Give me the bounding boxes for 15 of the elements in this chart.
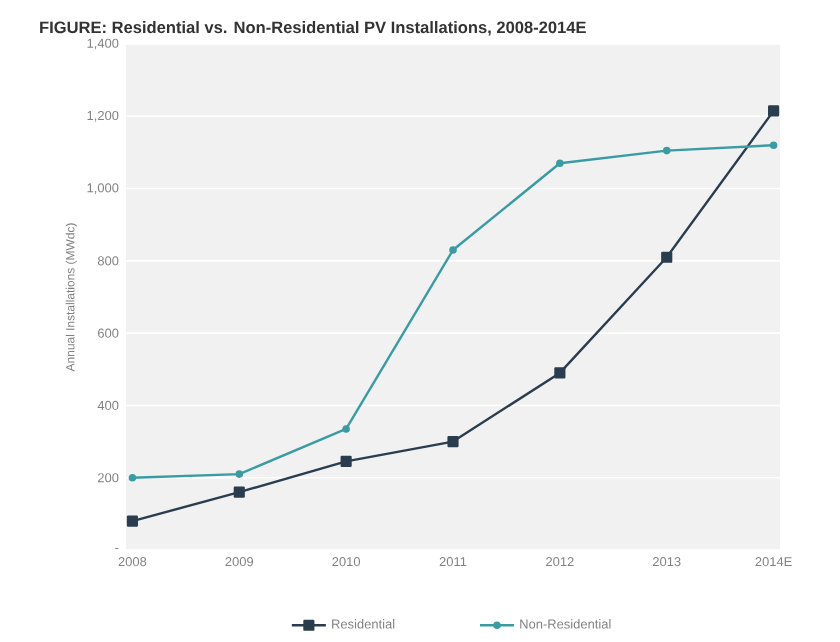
point <box>556 159 564 168</box>
point <box>449 246 457 254</box>
point <box>554 367 566 379</box>
chart-title: FIGURE: Residential vs. Non-Residential PV Installations, 2008-2014E <box>40 21 586 36</box>
point <box>340 455 352 468</box>
point <box>233 486 245 498</box>
point <box>447 435 459 448</box>
point <box>342 425 350 433</box>
point <box>126 515 138 527</box>
point <box>235 470 244 478</box>
point <box>768 105 780 117</box>
point <box>769 141 778 149</box>
point <box>661 251 673 263</box>
point <box>662 146 671 155</box>
point <box>128 473 137 482</box>
